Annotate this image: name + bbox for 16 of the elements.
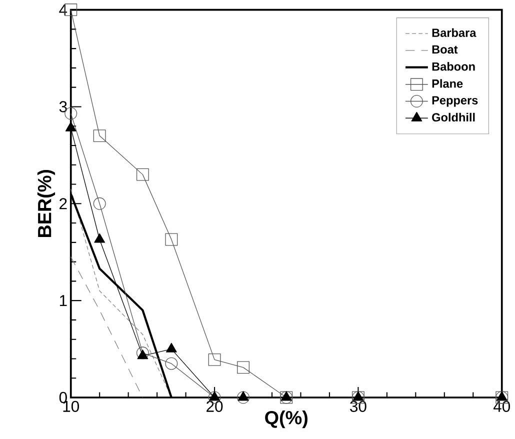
y-tick-label: 1 [60,294,67,306]
legend-label: Barbara [432,28,476,37]
legend-label: Peppers [432,96,478,107]
x-tick-label: 40 [493,400,510,412]
x-axis-title: Q(%) [265,410,308,428]
x-tick-label: 20 [206,400,223,412]
legend-label: Baboon [432,62,475,70]
y-tick-label: 2 [60,198,67,209]
legend-label: Plane [432,78,463,88]
y-tick-label: 4 [59,4,68,15]
y-tick-label: 3 [59,100,67,112]
legend-label: Boat [432,45,458,54]
y-tick-label: 0 [59,392,67,403]
x-tick-label: 30 [350,400,366,412]
y-axis-title: BER(%) [37,170,56,237]
legend-label: Goldhill [432,112,475,122]
